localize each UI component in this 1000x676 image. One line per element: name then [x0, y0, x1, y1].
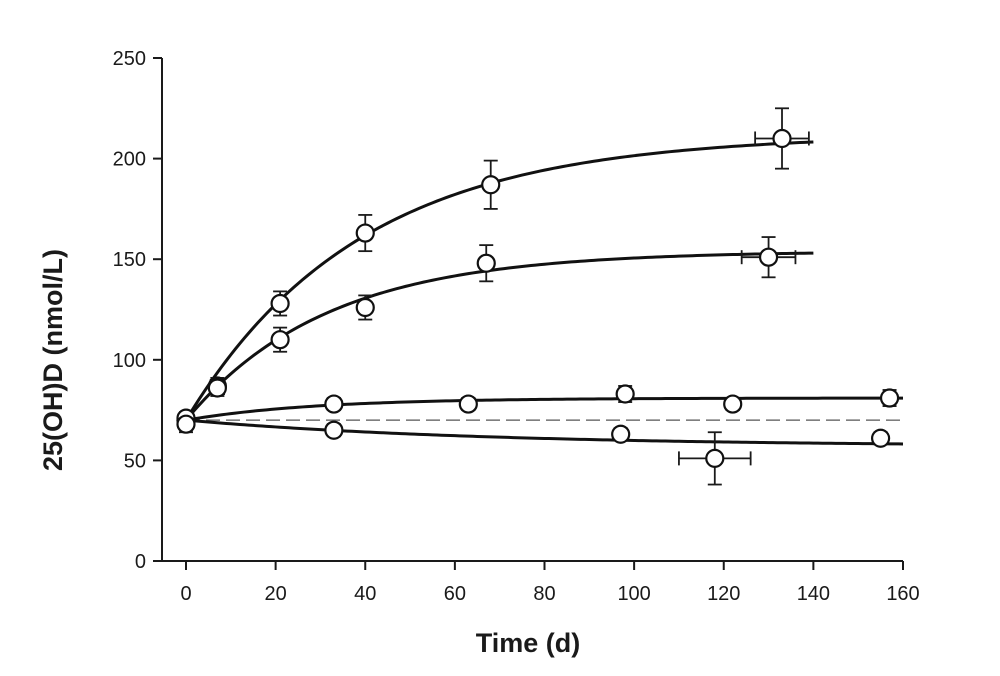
x-tick-label: 60 [444, 583, 466, 605]
x-tick-label: 20 [265, 583, 287, 605]
data-point-series-3 [324, 394, 344, 414]
data-point-series-1 [355, 223, 375, 243]
data-point-series-1 [270, 293, 290, 314]
axes: 0 50 100 150 200 250 0 20 40 60 80 100 120 140 160 [113, 48, 920, 605]
y-tick-label: 150 [113, 249, 146, 271]
x-tick-label: 120 [707, 583, 740, 605]
data-point-series-3 [723, 394, 743, 414]
y-tick-label: 250 [113, 48, 146, 70]
fit-curve-4 [185, 418, 904, 446]
data-point-series-3 [615, 384, 635, 404]
data-point-series-3 [879, 388, 900, 408]
y-tick-label: 0 [135, 551, 146, 573]
data-point-series-1 [772, 128, 792, 149]
x-tick-label: 80 [533, 583, 555, 605]
data-point-series-2 [476, 253, 496, 273]
data-points [176, 128, 900, 468]
data-point-series-4 [870, 428, 891, 448]
data-point-series-4 [324, 420, 344, 440]
data-point-series-3 [458, 394, 478, 414]
fit-curves [184, 140, 904, 446]
x-tick-label: 140 [797, 583, 830, 605]
data-point-series-2 [207, 378, 227, 398]
fit-curve-1 [184, 140, 814, 421]
fit-curve-3 [185, 396, 903, 422]
x-tick-label: 100 [617, 583, 650, 605]
y-tick-label: 50 [124, 450, 146, 472]
data-point-series-4 [176, 414, 196, 434]
data-point-series-2 [758, 247, 779, 267]
data-point-series-1 [481, 175, 501, 195]
y-tick-label: 100 [113, 350, 146, 372]
y-axis-title: 25(OH)D (nmol/L) [38, 249, 68, 471]
x-tick-label: 40 [354, 583, 376, 605]
x-tick-label: 160 [886, 583, 919, 605]
x-tick-label: 0 [180, 583, 191, 605]
fit-curve-2 [184, 251, 814, 422]
data-point-series-4 [705, 448, 725, 468]
y-tick-label: 200 [113, 149, 146, 171]
data-point-series-2 [355, 297, 375, 318]
data-point-series-4 [611, 424, 631, 444]
x-axis-title: Time (d) [476, 628, 581, 658]
data-point-series-2 [270, 330, 290, 350]
